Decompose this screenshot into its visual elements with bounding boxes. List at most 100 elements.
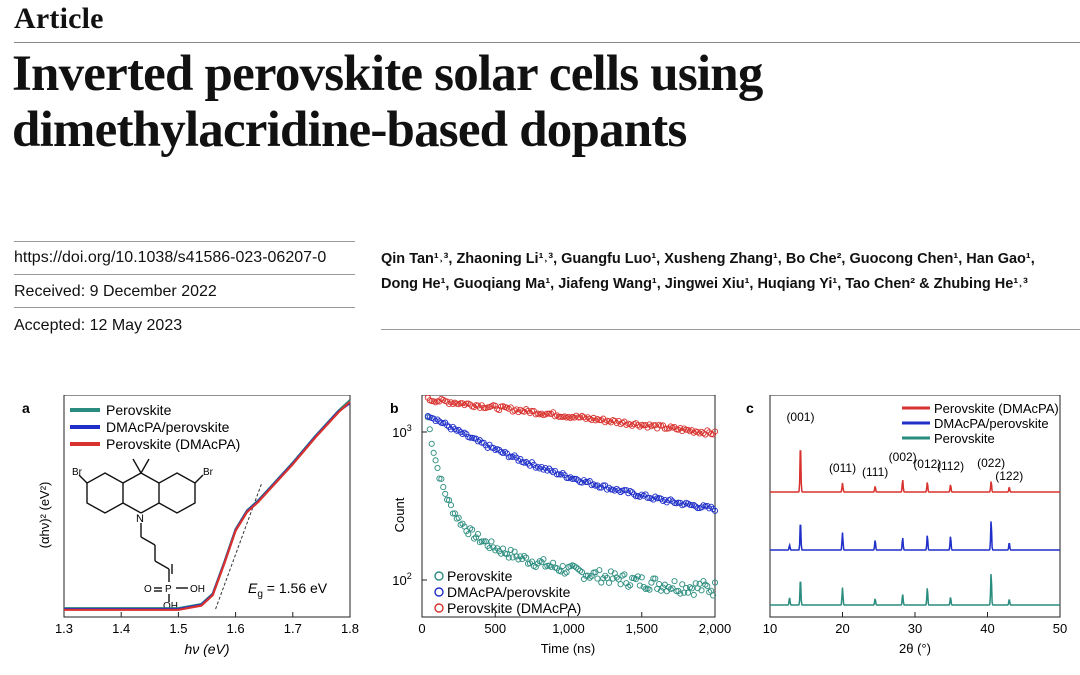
panel-b-point <box>625 490 632 497</box>
panel-b-point <box>671 578 678 585</box>
panel-b-point <box>559 562 566 570</box>
panel-b-point <box>582 415 589 422</box>
panel-b-point <box>711 428 719 435</box>
panel-b-point <box>646 421 653 428</box>
panel-b-point <box>478 538 485 545</box>
panel-b-point <box>544 562 551 569</box>
panel-b-point <box>438 475 445 482</box>
panel-b-point <box>580 414 588 421</box>
panel-b-point <box>463 528 470 535</box>
peak-label: (001) <box>786 410 814 424</box>
panel-b-point <box>553 471 561 478</box>
panel-b-point <box>498 550 505 557</box>
panel-b-point <box>694 505 701 512</box>
panel-letter-a: a <box>22 400 30 416</box>
panel-b-point <box>519 556 526 563</box>
panel-b-point <box>615 487 622 494</box>
panel-b-point <box>636 582 643 589</box>
panel-b-point <box>661 425 668 432</box>
panel-b-point <box>509 554 516 561</box>
panel-b-point <box>580 575 588 583</box>
panel-b-point <box>700 578 707 585</box>
panel-c-xtick-label: 10 <box>763 621 777 636</box>
legend-perovskite-dmacpa: Perovskite (DMAcPA) <box>934 401 1059 416</box>
panel-b-point <box>447 399 455 406</box>
panel-b-point <box>605 484 613 491</box>
panel-b-point <box>621 571 628 578</box>
panel-b-point <box>446 400 453 407</box>
panel-b-point <box>484 444 491 451</box>
panel-b-point <box>586 574 593 581</box>
panel-b-point <box>467 434 474 441</box>
panel-b-point <box>631 491 638 498</box>
panel-c-xtick-label: 30 <box>908 621 922 636</box>
panel-b-point <box>627 421 634 428</box>
author-line-1: Qin Tan¹˒³, Zhaoning Li¹˒³, Guangfu Luo¹… <box>381 251 1035 267</box>
panel-b-point <box>546 465 553 472</box>
panel-b-point <box>496 446 503 453</box>
panel-b-point <box>596 417 603 424</box>
panel-b-point <box>428 440 435 447</box>
panel-c-xtick-label: 40 <box>980 621 994 636</box>
legend-perovskite-dmacpa: Perovskite (DMAcPA) <box>447 600 581 616</box>
panel-b-point <box>706 505 713 512</box>
panel-b-point <box>457 428 464 436</box>
panel-c-chart: 10 20 30 40 50 (001) (011) (111)(002)(012)(112… <box>763 395 1067 656</box>
panel-b-point <box>490 444 497 451</box>
panel-b-point <box>681 501 688 508</box>
panel-b-point <box>517 456 524 463</box>
panel-a-xtick-label: 1.8 <box>341 621 359 636</box>
panel-b-point <box>557 471 564 478</box>
panel-b-point <box>704 427 711 434</box>
panel-b-point <box>451 425 458 433</box>
panel-b-point <box>571 414 578 421</box>
panel-c-series-perovskite-dmacpa- <box>770 450 1060 493</box>
doi-link[interactable]: https://doi.org/10.1038/s41586-023-06207… <box>14 249 327 266</box>
header-divider <box>14 42 1080 43</box>
panel-b-point <box>588 572 595 579</box>
molecule-n: N <box>136 513 144 525</box>
legend-marker-perovskite <box>434 571 444 581</box>
legend-dmacpa-perovskite: DMAcPA/perovskite <box>934 416 1049 431</box>
authors-divider <box>381 329 1080 330</box>
panel-b-point <box>652 422 659 429</box>
peak-label: (122) <box>995 469 1023 483</box>
meta-divider <box>14 274 355 275</box>
molecule-p: P <box>165 584 172 595</box>
meta-divider-top <box>14 241 355 242</box>
panel-b-point <box>602 419 609 426</box>
molecule-oh-bottom: OH <box>163 601 178 612</box>
title-line-1: Inverted perovskite solar cells using <box>12 46 763 102</box>
panel-b-point <box>571 475 578 482</box>
panel-b-point <box>557 413 564 420</box>
panel-b-point <box>451 510 458 517</box>
section-label: Article <box>14 2 104 35</box>
panel-b-point <box>509 453 516 461</box>
panel-b-point <box>544 410 551 417</box>
panel-b-point <box>650 575 657 582</box>
panel-b-xtick-label: 2,000 <box>699 621 732 636</box>
panel-b-point <box>469 526 476 533</box>
panel-b-point <box>711 579 719 586</box>
panel-b-point <box>455 514 462 521</box>
panel-a-series-perovskite-dmacpa- <box>64 400 351 611</box>
panel-b-point <box>665 425 672 432</box>
panel-b-point <box>513 454 520 461</box>
panel-b-point <box>609 575 616 582</box>
peak-label: (112) <box>937 459 964 473</box>
panel-b-xtick-label: 1,500 <box>625 621 658 636</box>
panel-b-point <box>638 574 645 581</box>
panel-b-point <box>521 552 528 560</box>
panel-b-point <box>625 583 632 590</box>
panel-b-point <box>455 426 462 434</box>
panel-b-ytick-label: 103 <box>392 423 411 440</box>
panel-b-point <box>696 430 703 437</box>
panel-a-xtick-label: 1.5 <box>169 621 187 636</box>
panel-b-point <box>507 546 514 553</box>
panel-c-series-perovskite <box>770 574 1060 606</box>
panel-letter-b: b <box>390 400 399 416</box>
panel-b-point <box>646 586 653 593</box>
panel-b-point <box>632 420 640 427</box>
panel-b-point <box>683 426 690 433</box>
panel-b-point <box>605 579 613 586</box>
